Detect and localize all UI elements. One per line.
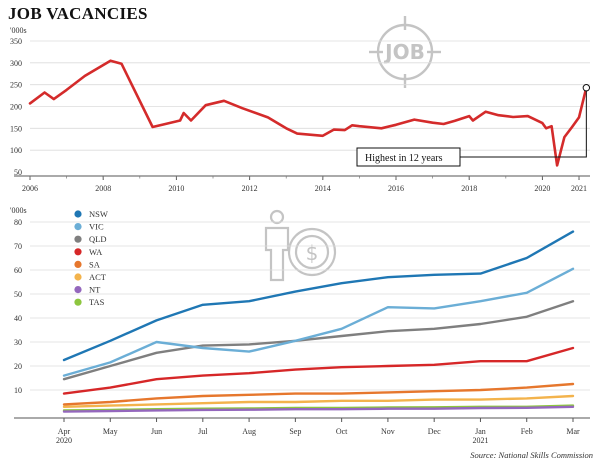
bottom-x-tick-label: Dec: [428, 427, 441, 436]
source-note: Source: National Skills Commission: [470, 450, 593, 460]
top-y-tick-label: 50: [14, 168, 22, 177]
bottom-x-tick-label: May: [103, 427, 118, 436]
top-x-tick-label: 2012: [242, 184, 258, 193]
bottom-x-year-label: 2020: [56, 436, 72, 445]
legend-label-act: ACT: [89, 272, 107, 282]
bottom-x-tick-label: Apr: [58, 427, 71, 436]
top-x-tick-label: 2006: [22, 184, 38, 193]
job-crosshair-icon: JOB: [369, 16, 441, 88]
legend-label-sa: SA: [89, 259, 101, 269]
legend-marker-act: [74, 273, 82, 281]
top-x-tick-label: 2010: [168, 184, 184, 193]
top-x-tick-label: 2016: [388, 184, 404, 193]
bottom-x-tick-label: Oct: [336, 427, 348, 436]
legend-marker-nsw: [74, 210, 82, 218]
top-x-tick-label: 2020: [534, 184, 550, 193]
top-y-axis-label: '000s: [10, 26, 27, 35]
bottom-y-tick-label: 10: [14, 386, 22, 395]
bottom-y-tick-label: 40: [14, 314, 22, 323]
legend-label-wa: WA: [89, 247, 103, 257]
top-x-tick-label: 2021: [571, 184, 587, 193]
series-line-qld: [62, 300, 575, 381]
legend-label-vic: VIC: [89, 222, 104, 232]
series-line-act: [62, 394, 575, 408]
legend-marker-vic: [74, 223, 82, 231]
total-vacancies-line: [28, 59, 588, 167]
callout-marker: [582, 84, 591, 92]
bottom-x-tick-label: Jan: [475, 427, 486, 436]
bottom-y-tick-label: 50: [14, 290, 22, 299]
series-line-wa: [62, 346, 575, 395]
series-line-vic: [62, 267, 575, 377]
series-line-sa: [62, 382, 575, 406]
bottom-y-tick-label: 80: [14, 218, 22, 227]
top-x-tick-label: 2008: [95, 184, 111, 193]
bottom-x-tick-label: Aug: [242, 427, 256, 436]
legend-marker-wa: [74, 248, 82, 256]
legend-marker-qld: [74, 235, 82, 243]
callout-highest: Highest in 12 years: [356, 84, 591, 167]
bottom-x-tick-label: Feb: [521, 427, 533, 436]
bottom-x-tick-label: Sep: [289, 427, 301, 436]
series-line-nt: [62, 405, 575, 413]
bottom-x-tick-label: Jul: [198, 427, 208, 436]
bottom-y-tick-label: 60: [14, 266, 22, 275]
top-x-tick-label: 2018: [461, 184, 477, 193]
top-y-tick-label: 100: [10, 146, 22, 155]
legend-label-qld: QLD: [89, 234, 106, 244]
top-y-tick-label: 250: [10, 81, 22, 90]
legend-label-tas: TAS: [89, 297, 105, 307]
page-title: JOB VACANCIES: [8, 4, 148, 23]
top-x-tick-label: 2014: [315, 184, 331, 193]
bottom-x-tick-label: Mar: [566, 427, 580, 436]
bottom-x-year-label: 2021: [472, 436, 488, 445]
top-y-tick-label: 200: [10, 103, 22, 112]
legend-marker-tas: [74, 298, 82, 306]
legend-label-nsw: NSW: [89, 209, 108, 219]
bottom-y-tick-label: 30: [14, 338, 22, 347]
legend-marker-nt: [74, 286, 82, 294]
legend-label-nt: NT: [89, 285, 101, 295]
bottom-x-tick-label: Nov: [381, 427, 395, 436]
bottom-y-tick-label: 20: [14, 362, 22, 371]
svg-text:$: $: [306, 241, 319, 265]
legend-marker-sa: [74, 260, 82, 268]
top-y-tick-label: 150: [10, 124, 22, 133]
top-y-tick-label: 300: [10, 59, 22, 68]
bottom-y-tick-label: 70: [14, 242, 22, 251]
series-line-nsw: [62, 230, 575, 362]
callout-box: [356, 147, 461, 167]
bottom-x-tick-label: Jun: [151, 427, 162, 436]
person-dollar-icon: $: [264, 209, 337, 282]
total-vacancies-chart: '000s 50 100 150 200 250 300 350 2006 2008 2010 2…: [10, 26, 591, 193]
svg-text:JOB: JOB: [383, 40, 425, 64]
bottom-y-axis-label: '000s: [10, 206, 27, 215]
top-y-tick-label: 350: [10, 37, 22, 46]
callout-text: Highest in 12 years: [365, 153, 443, 164]
